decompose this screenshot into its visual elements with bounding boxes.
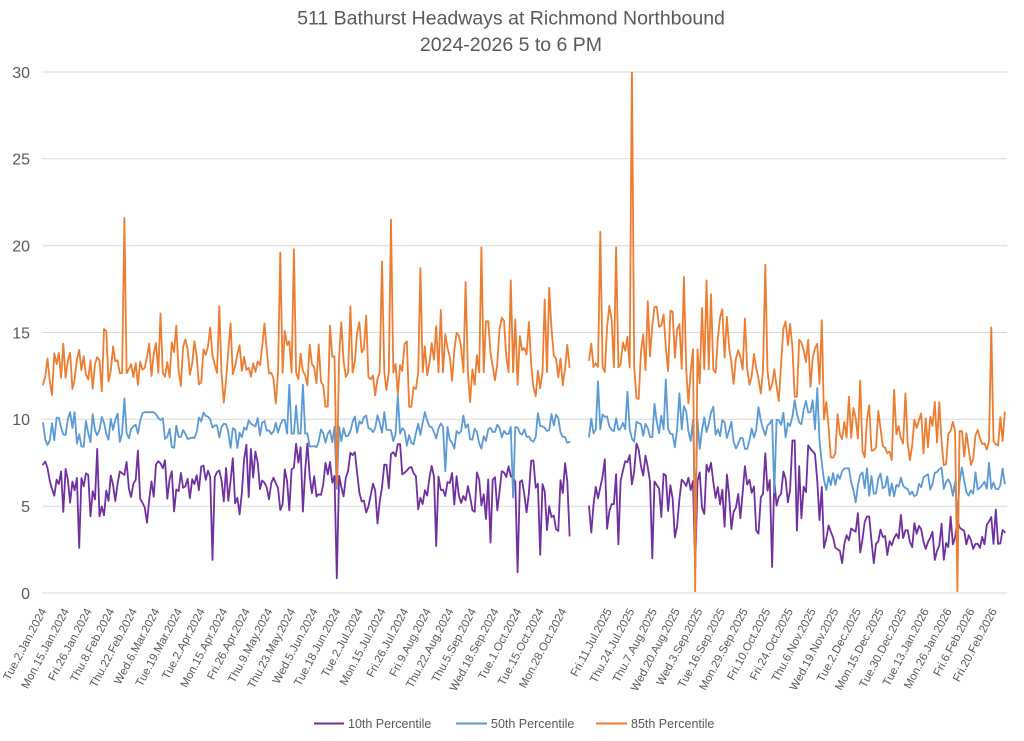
svg-text:10: 10 bbox=[12, 412, 30, 429]
svg-text:50th Percentile: 50th Percentile bbox=[491, 717, 574, 731]
svg-text:2024-2026 5 to 6 PM: 2024-2026 5 to 6 PM bbox=[420, 34, 602, 56]
svg-text:85th Percentile: 85th Percentile bbox=[631, 717, 714, 731]
svg-text:10th Percentile: 10th Percentile bbox=[348, 717, 431, 731]
svg-text:511 Bathurst Headways at Richm: 511 Bathurst Headways at Richmond Northb… bbox=[297, 8, 725, 30]
svg-text:25: 25 bbox=[12, 152, 30, 169]
svg-text:0: 0 bbox=[21, 586, 30, 603]
svg-text:30: 30 bbox=[12, 65, 30, 82]
svg-text:15: 15 bbox=[12, 325, 30, 342]
svg-text:20: 20 bbox=[12, 238, 30, 255]
svg-text:5: 5 bbox=[21, 499, 30, 516]
